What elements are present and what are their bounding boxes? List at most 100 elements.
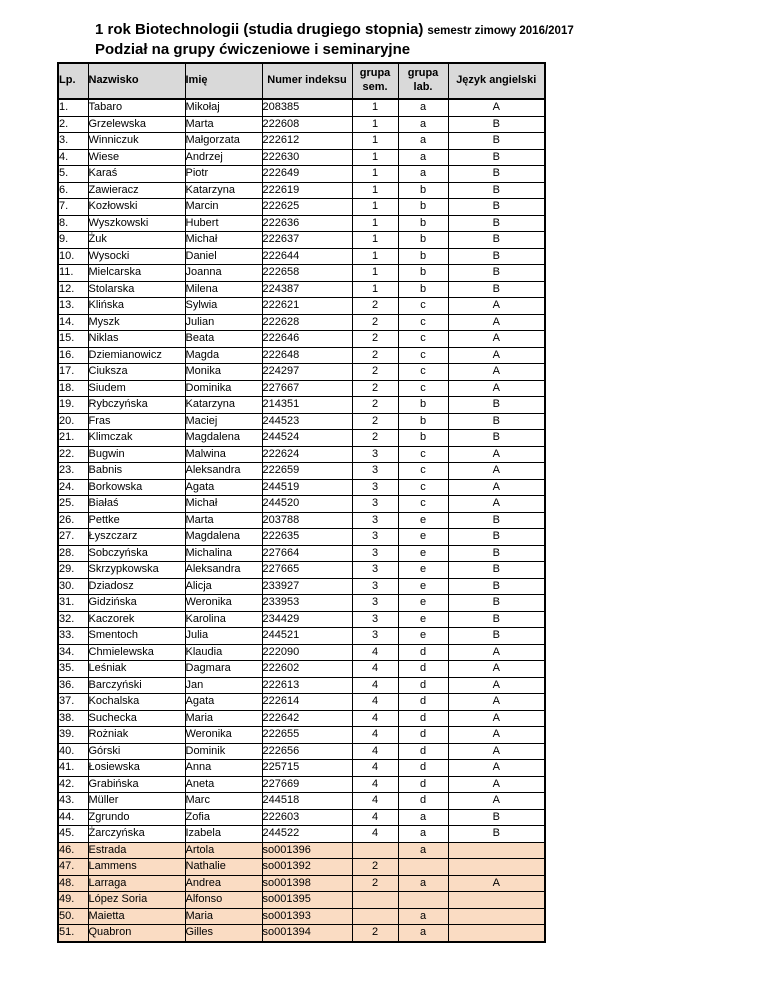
table-row: 11. Mielcarska Joanna 222658 1 b B: [57, 264, 546, 282]
cell-jezyk: A: [447, 874, 546, 892]
cell-nazwisko: Grabińska: [87, 775, 186, 793]
table-row: 13. Klińska Sylwia 222621 2 c A: [57, 297, 546, 315]
cell-numer: 225715: [261, 759, 353, 777]
cell-lab: c: [397, 330, 449, 348]
cell-numer: so001394: [261, 924, 353, 942]
cell-lab: a: [397, 808, 449, 826]
column-header-1: Nazwisko: [87, 62, 186, 100]
cell-sem: [351, 907, 399, 925]
cell-imie: Michał: [184, 495, 263, 513]
cell-lp: 15.: [57, 330, 89, 348]
cell-lp: 48.: [57, 874, 89, 892]
cell-sem: 1: [351, 98, 399, 117]
cell-lab: a: [397, 907, 449, 925]
cell-imie: Milena: [184, 280, 263, 298]
cell-lp: 5.: [57, 165, 89, 183]
cell-numer: 227665: [261, 561, 353, 579]
cell-jezyk: B: [447, 181, 546, 199]
cell-lp: 49.: [57, 891, 89, 909]
cell-lp: 36.: [57, 676, 89, 694]
column-header-3: Numer indeksu: [261, 62, 353, 100]
table-row: 49. López Soria Alfonso so001395: [57, 891, 546, 909]
table-row: 7. Kozłowski Marcin 222625 1 b B: [57, 198, 546, 216]
cell-jezyk: A: [447, 445, 546, 463]
cell-sem: 3: [351, 594, 399, 612]
cell-lp: 26.: [57, 511, 89, 529]
cell-lp: 17.: [57, 363, 89, 381]
cell-lab: e: [397, 561, 449, 579]
cell-sem: 1: [351, 214, 399, 232]
cell-sem: 1: [351, 165, 399, 183]
cell-lp: 3.: [57, 132, 89, 150]
cell-nazwisko: Gidzińska: [87, 594, 186, 612]
table-row: 46. Estrada Artola so001396 a: [57, 841, 546, 859]
cell-nazwisko: Stolarska: [87, 280, 186, 298]
cell-numer: so001393: [261, 907, 353, 925]
cell-imie: Michalina: [184, 544, 263, 562]
cell-lp: 30.: [57, 577, 89, 595]
cell-numer: 203788: [261, 511, 353, 529]
cell-imie: Katarzyna: [184, 181, 263, 199]
table-row: 18. Siudem Dominika 227667 2 c A: [57, 379, 546, 397]
cell-lab: b: [397, 198, 449, 216]
cell-sem: 4: [351, 676, 399, 694]
cell-jezyk: B: [447, 544, 546, 562]
cell-lp: 4.: [57, 148, 89, 166]
cell-numer: 222625: [261, 198, 353, 216]
cell-jezyk: B: [447, 627, 546, 645]
table-row: 19. Rybczyńska Katarzyna 214351 2 b B: [57, 396, 546, 414]
student-table-body: 1. Tabaro Mikołaj 208385 1 a A 2. Grzelewska Mart…: [57, 98, 546, 942]
cell-nazwisko: Fras: [87, 412, 186, 430]
cell-numer: 222630: [261, 148, 353, 166]
cell-lp: 14.: [57, 313, 89, 331]
cell-nazwisko: Zawieracz: [87, 181, 186, 199]
cell-jezyk: B: [447, 511, 546, 529]
cell-numer: 222608: [261, 115, 353, 133]
cell-jezyk: B: [447, 198, 546, 216]
cell-jezyk: A: [447, 297, 546, 315]
table-row: 26. Pettke Marta 203788 3 e B: [57, 511, 546, 529]
cell-lp: 28.: [57, 544, 89, 562]
table-row: 3. Winniczuk Małgorzata 222612 1 a B: [57, 132, 546, 150]
table-row: 39. Rożniak Weronika 222655 4 d A: [57, 726, 546, 744]
cell-imie: Maria: [184, 709, 263, 727]
cell-jezyk: A: [447, 759, 546, 777]
cell-numer: 244520: [261, 495, 353, 513]
cell-nazwisko: Skrzypkowska: [87, 561, 186, 579]
cell-imie: Maciej: [184, 412, 263, 430]
cell-jezyk: A: [447, 495, 546, 513]
cell-imie: Alicja: [184, 577, 263, 595]
cell-imie: Agata: [184, 478, 263, 496]
cell-lab: c: [397, 363, 449, 381]
cell-numer: 222612: [261, 132, 353, 150]
cell-imie: Alfonso: [184, 891, 263, 909]
cell-lab: a: [397, 98, 449, 117]
cell-sem: 2: [351, 858, 399, 876]
cell-lp: 10.: [57, 247, 89, 265]
cell-lp: 34.: [57, 643, 89, 661]
cell-numer: 224297: [261, 363, 353, 381]
cell-numer: 244523: [261, 412, 353, 430]
cell-sem: 1: [351, 280, 399, 298]
cell-lp: 41.: [57, 759, 89, 777]
cell-lp: 38.: [57, 709, 89, 727]
table-row: 42. Grabińska Aneta 227669 4 d A: [57, 775, 546, 793]
table-row: 50. Maietta Maria so001393 a: [57, 907, 546, 925]
cell-nazwisko: Żuk: [87, 231, 186, 249]
cell-lp: 47.: [57, 858, 89, 876]
column-header-5: grupa lab.: [397, 62, 449, 100]
cell-lp: 45.: [57, 825, 89, 843]
cell-nazwisko: Tabaro: [87, 98, 186, 117]
cell-lp: 27.: [57, 528, 89, 546]
cell-nazwisko: Smentoch: [87, 627, 186, 645]
table-row: 31. Gidzińska Weronika 233953 3 e B: [57, 594, 546, 612]
cell-lab: c: [397, 297, 449, 315]
cell-lp: 13.: [57, 297, 89, 315]
table-row: 8. Wyszkowski Hubert 222636 1 b B: [57, 214, 546, 232]
cell-imie: Anna: [184, 759, 263, 777]
cell-sem: 4: [351, 709, 399, 727]
cell-jezyk: A: [447, 330, 546, 348]
cell-jezyk: B: [447, 115, 546, 133]
cell-lab: e: [397, 627, 449, 645]
